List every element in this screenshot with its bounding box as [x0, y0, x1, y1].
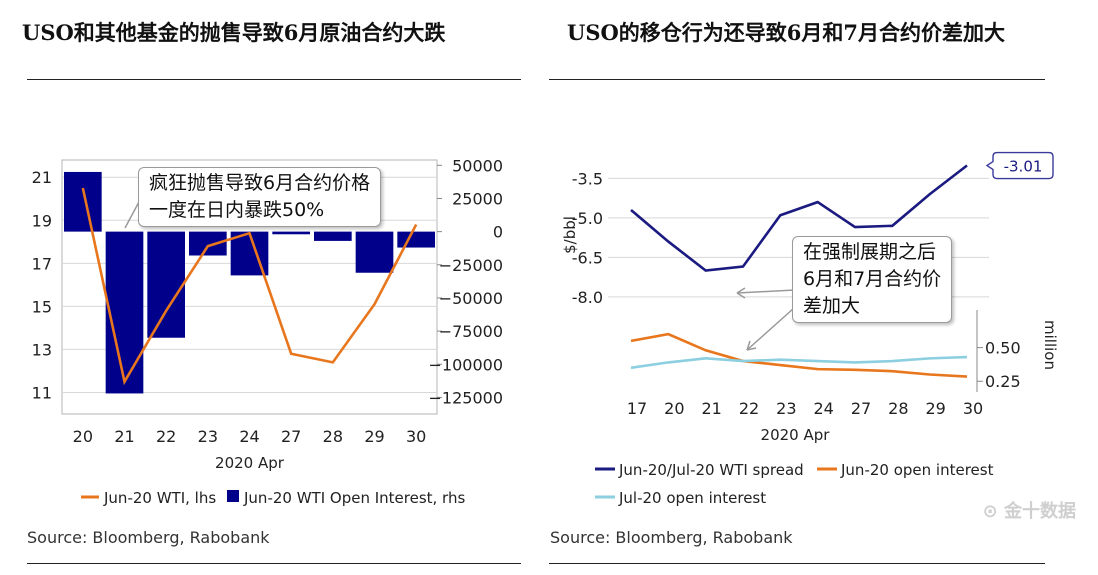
spread-y-axis-title: $/bbl — [561, 216, 579, 254]
right-x-tick-label: 27 — [851, 399, 871, 418]
right-x-tick-label: 23 — [776, 399, 796, 418]
right-callout-pointer-top — [736, 289, 796, 294]
spread-y-tick-label: -6.5 — [572, 248, 603, 267]
right-callout-line-3: 差加大 — [803, 295, 861, 317]
left-legend-label: Jun-20 WTI Open Interest, rhs — [243, 489, 465, 507]
open-interest-bar — [314, 231, 352, 241]
left-legend-bar-swatch — [227, 490, 239, 502]
right-x-axis-title: 2020 Apr — [761, 426, 831, 444]
left-x-tick-label: 28 — [323, 427, 343, 446]
open-interest-bar — [105, 231, 144, 394]
left-title-rule — [27, 79, 521, 80]
right-x-tick-label: 28 — [888, 399, 908, 418]
right-bottom-rule — [549, 563, 1045, 564]
right-chart-title: USO的移仓行为还导致6月和7月合约价差加大 — [567, 20, 1005, 45]
left-y-tick-label: 19 — [32, 211, 52, 230]
left-y-tick-label: 21 — [32, 168, 52, 187]
watermark-logo: ⊙ 金十数据 — [982, 501, 1076, 522]
jul20-open-interest-line — [630, 355, 968, 370]
left-x-tick-label: 29 — [364, 427, 384, 446]
right-chart: -3.5 -5.0 -6.5 -8.0 $/bbl -3.01 0.50 0.25 millio… — [561, 151, 1059, 507]
left-callout-pointer — [124, 199, 141, 229]
left-y-tick-label: 13 — [32, 340, 52, 359]
right-callout-line-1: 在强制展期之后 — [803, 241, 937, 263]
open-interest-bar — [147, 231, 185, 338]
right-legend-label: Jun-20/Jul-20 WTI spread — [618, 461, 804, 479]
open-interest-bar — [64, 171, 102, 232]
left-callout: 疯狂抛售导致6月合约价格 一度在日内暴跌50% — [138, 167, 382, 227]
left-x-tick-label: 27 — [281, 427, 301, 446]
right-x-tick-label: 30 — [963, 399, 983, 418]
right-x-tick-label: 21 — [701, 399, 721, 418]
spread-end-label-bubble — [985, 151, 1054, 180]
right-callout-arrowhead-bottom — [746, 340, 757, 351]
oi-y-tick-label: 0.50 — [985, 339, 1021, 358]
right-legend-label: Jul-20 open interest — [618, 489, 766, 507]
left-y2-tick-label: 25000 — [452, 189, 503, 208]
left-y2-tick-label: −100000 — [429, 355, 503, 374]
right-legend-label: Jun-20 open interest — [840, 461, 994, 479]
left-bottom-rule — [27, 563, 521, 564]
watermark-text: 金十数据 — [1004, 501, 1076, 522]
left-y-tick-label: 15 — [32, 297, 52, 316]
spread-y-tick-label: -8.0 — [572, 288, 603, 307]
left-chart-title: USO和其他基金的抛售导致6月原油合约大跌 — [22, 20, 446, 45]
right-x-tick-label: 24 — [813, 399, 833, 418]
left-y2-tick-label: −25000 — [439, 256, 503, 275]
left-y-tick-label: 17 — [32, 254, 52, 273]
left-x-tick-label: 24 — [239, 427, 259, 446]
left-x-tick-label: 20 — [73, 427, 93, 446]
left-x-tick-label: 21 — [114, 427, 134, 446]
left-y2-tick-label: −75000 — [439, 322, 503, 341]
left-x-tick-label: 30 — [406, 427, 426, 446]
right-x-tick-label: 17 — [627, 399, 647, 418]
open-interest-bar — [189, 231, 227, 256]
right-x-tick-label: 22 — [739, 399, 759, 418]
right-callout: 在强制展期之后 6月和7月合约价 差加大 — [792, 236, 953, 323]
open-interest-bar — [272, 231, 310, 235]
left-callout-line-2: 一度在日内暴跌50% — [149, 199, 325, 221]
spread-y-tick-label: -3.5 — [572, 169, 603, 188]
right-callout-arrowhead-top — [736, 287, 746, 299]
left-y-tick-label: 11 — [32, 383, 52, 402]
right-title-rule — [549, 79, 1045, 80]
left-y2-tick-label: −50000 — [439, 289, 503, 308]
open-interest-bar — [355, 231, 394, 273]
spread-y-tick-label: -5.0 — [572, 209, 603, 228]
right-source: Source: Bloomberg, Rabobank — [550, 528, 793, 547]
left-source: Source: Bloomberg, Rabobank — [27, 528, 270, 547]
right-x-tick-label: 20 — [664, 399, 684, 418]
jun20-wti-line — [81, 187, 418, 386]
left-x-tick-label: 23 — [198, 427, 218, 446]
left-callout-line-1: 疯狂抛售导致6月合约价格 — [149, 172, 371, 194]
left-y2-tick-label: −125000 — [429, 388, 503, 407]
left-x-axis-title: 2020 Apr — [215, 454, 285, 472]
right-callout-line-2: 6月和7月合约价 — [803, 268, 942, 290]
jun20-open-interest-line — [630, 332, 968, 378]
left-y2-tick-label: 0 — [493, 223, 503, 242]
oi-y-axis-title: million — [1041, 320, 1059, 370]
left-y2-tick-label: 50000 — [452, 156, 503, 175]
spread-line — [630, 164, 968, 272]
open-interest-bar — [397, 231, 435, 248]
spread-end-label: -3.01 — [1004, 158, 1043, 176]
oi-y-tick-label: 0.25 — [985, 372, 1021, 391]
left-chart: 11 13 15 17 19 21 50000 25000 0 −25000 −50000 −7500… — [32, 156, 503, 507]
left-legend-label: Jun-20 WTI, lhs — [103, 489, 216, 507]
right-x-tick-label: 29 — [925, 399, 945, 418]
left-x-tick-label: 22 — [156, 427, 176, 446]
